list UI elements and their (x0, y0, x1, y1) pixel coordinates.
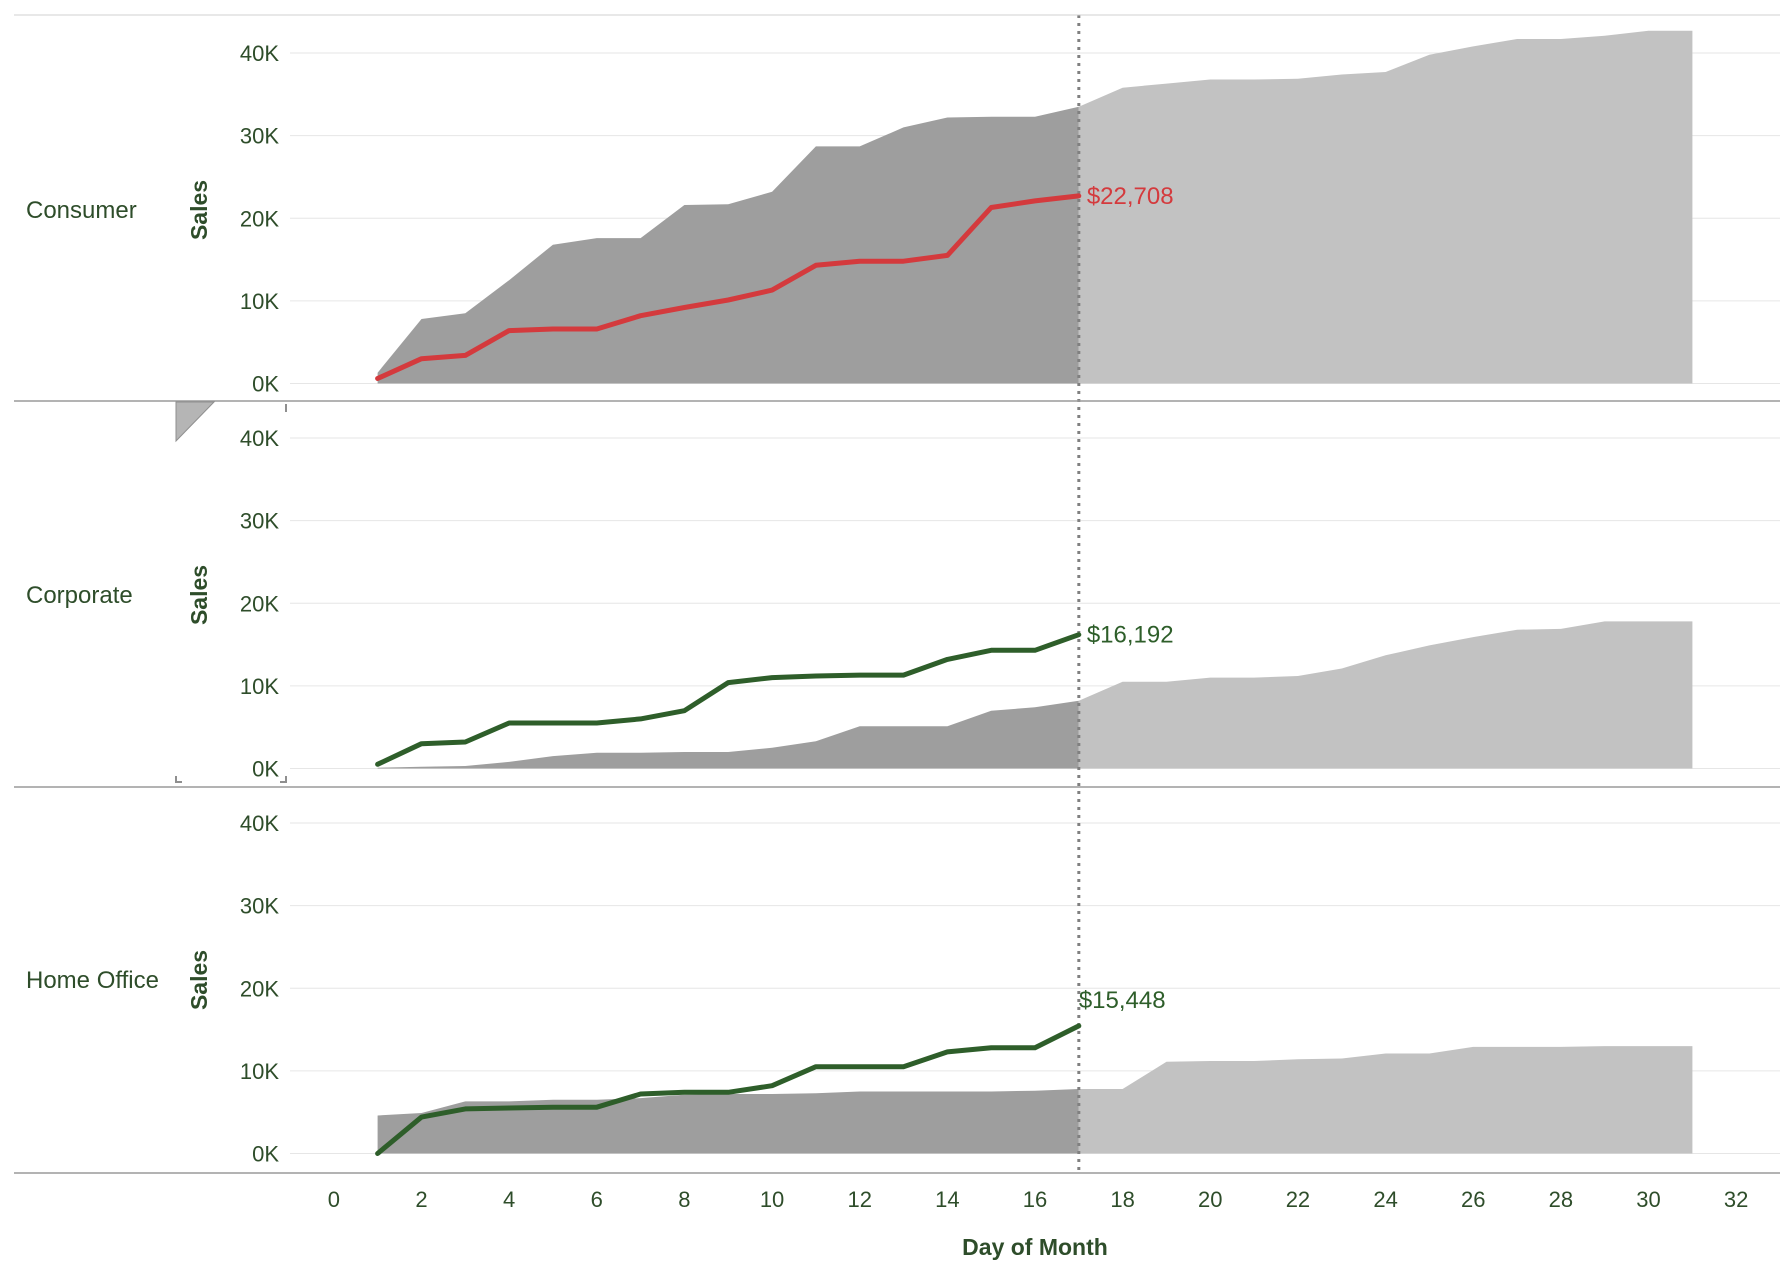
x-tick-label: 12 (847, 1187, 871, 1212)
end-value-label: $15,448 (1079, 987, 1166, 1014)
y-axis-title: Sales (186, 950, 212, 1010)
x-tick-label: 26 (1461, 1187, 1485, 1212)
x-tick-label: 18 (1110, 1187, 1134, 1212)
row-label-corporate: Corporate (26, 582, 133, 609)
x-tick-label: 14 (935, 1187, 959, 1212)
prior-area-rest-of-month (1078, 621, 1693, 769)
prior-area-through-today (377, 700, 1079, 769)
y-tick-label: 30K (240, 124, 279, 149)
prior-area-rest-of-month (1078, 30, 1693, 384)
x-tick-label: 22 (1286, 1187, 1310, 1212)
x-tick-label: 6 (591, 1187, 603, 1212)
y-tick-label: 10K (240, 674, 279, 699)
sales-line-consumer (375, 193, 1082, 381)
y-tick-label: 0K (252, 1141, 279, 1166)
y-tick-label: 20K (240, 976, 279, 1001)
y-tick-label: 20K (240, 591, 279, 616)
sales-line-home-office (375, 1023, 1082, 1156)
prior-area-through-today (377, 106, 1079, 384)
prior-area-through-today (377, 1089, 1079, 1154)
y-tick-label: 10K (240, 1059, 279, 1084)
resize-handle-icon (175, 401, 216, 443)
prior-area-rest-of-month (1078, 1046, 1693, 1154)
x-tick-label: 0 (328, 1187, 340, 1212)
x-tick-label: 8 (678, 1187, 690, 1212)
end-value-label: $16,192 (1087, 622, 1174, 649)
y-tick-label: 0K (252, 371, 279, 396)
y-tick-label: 40K (240, 811, 279, 836)
y-tick-label: 0K (252, 756, 279, 781)
x-tick-label: 16 (1023, 1187, 1047, 1212)
sales-line-corporate (375, 632, 1082, 767)
x-axis-title: Day of Month (962, 1234, 1108, 1260)
x-tick-label: 32 (1724, 1187, 1748, 1212)
end-value-label: $22,708 (1087, 183, 1174, 210)
y-tick-label: 20K (240, 206, 279, 231)
row-label-home-office: Home Office (26, 967, 159, 994)
x-tick-label: 4 (503, 1187, 515, 1212)
y-tick-label: 40K (240, 41, 279, 66)
x-tick-label: 10 (760, 1187, 784, 1212)
x-tick-label: 20 (1198, 1187, 1222, 1212)
x-tick-label: 28 (1549, 1187, 1573, 1212)
selection-corner-icon (175, 404, 287, 783)
y-tick-label: 10K (240, 289, 279, 314)
y-tick-label: 40K (240, 426, 279, 451)
y-axis-title: Sales (186, 180, 212, 240)
x-tick-label: 30 (1636, 1187, 1660, 1212)
row-label-consumer: Consumer (26, 197, 137, 224)
y-axis-title: Sales (186, 565, 212, 625)
y-tick-label: 30K (240, 509, 279, 534)
x-tick-label: 24 (1373, 1187, 1397, 1212)
y-tick-label: 30K (240, 894, 279, 919)
x-tick-label: 2 (415, 1187, 427, 1212)
